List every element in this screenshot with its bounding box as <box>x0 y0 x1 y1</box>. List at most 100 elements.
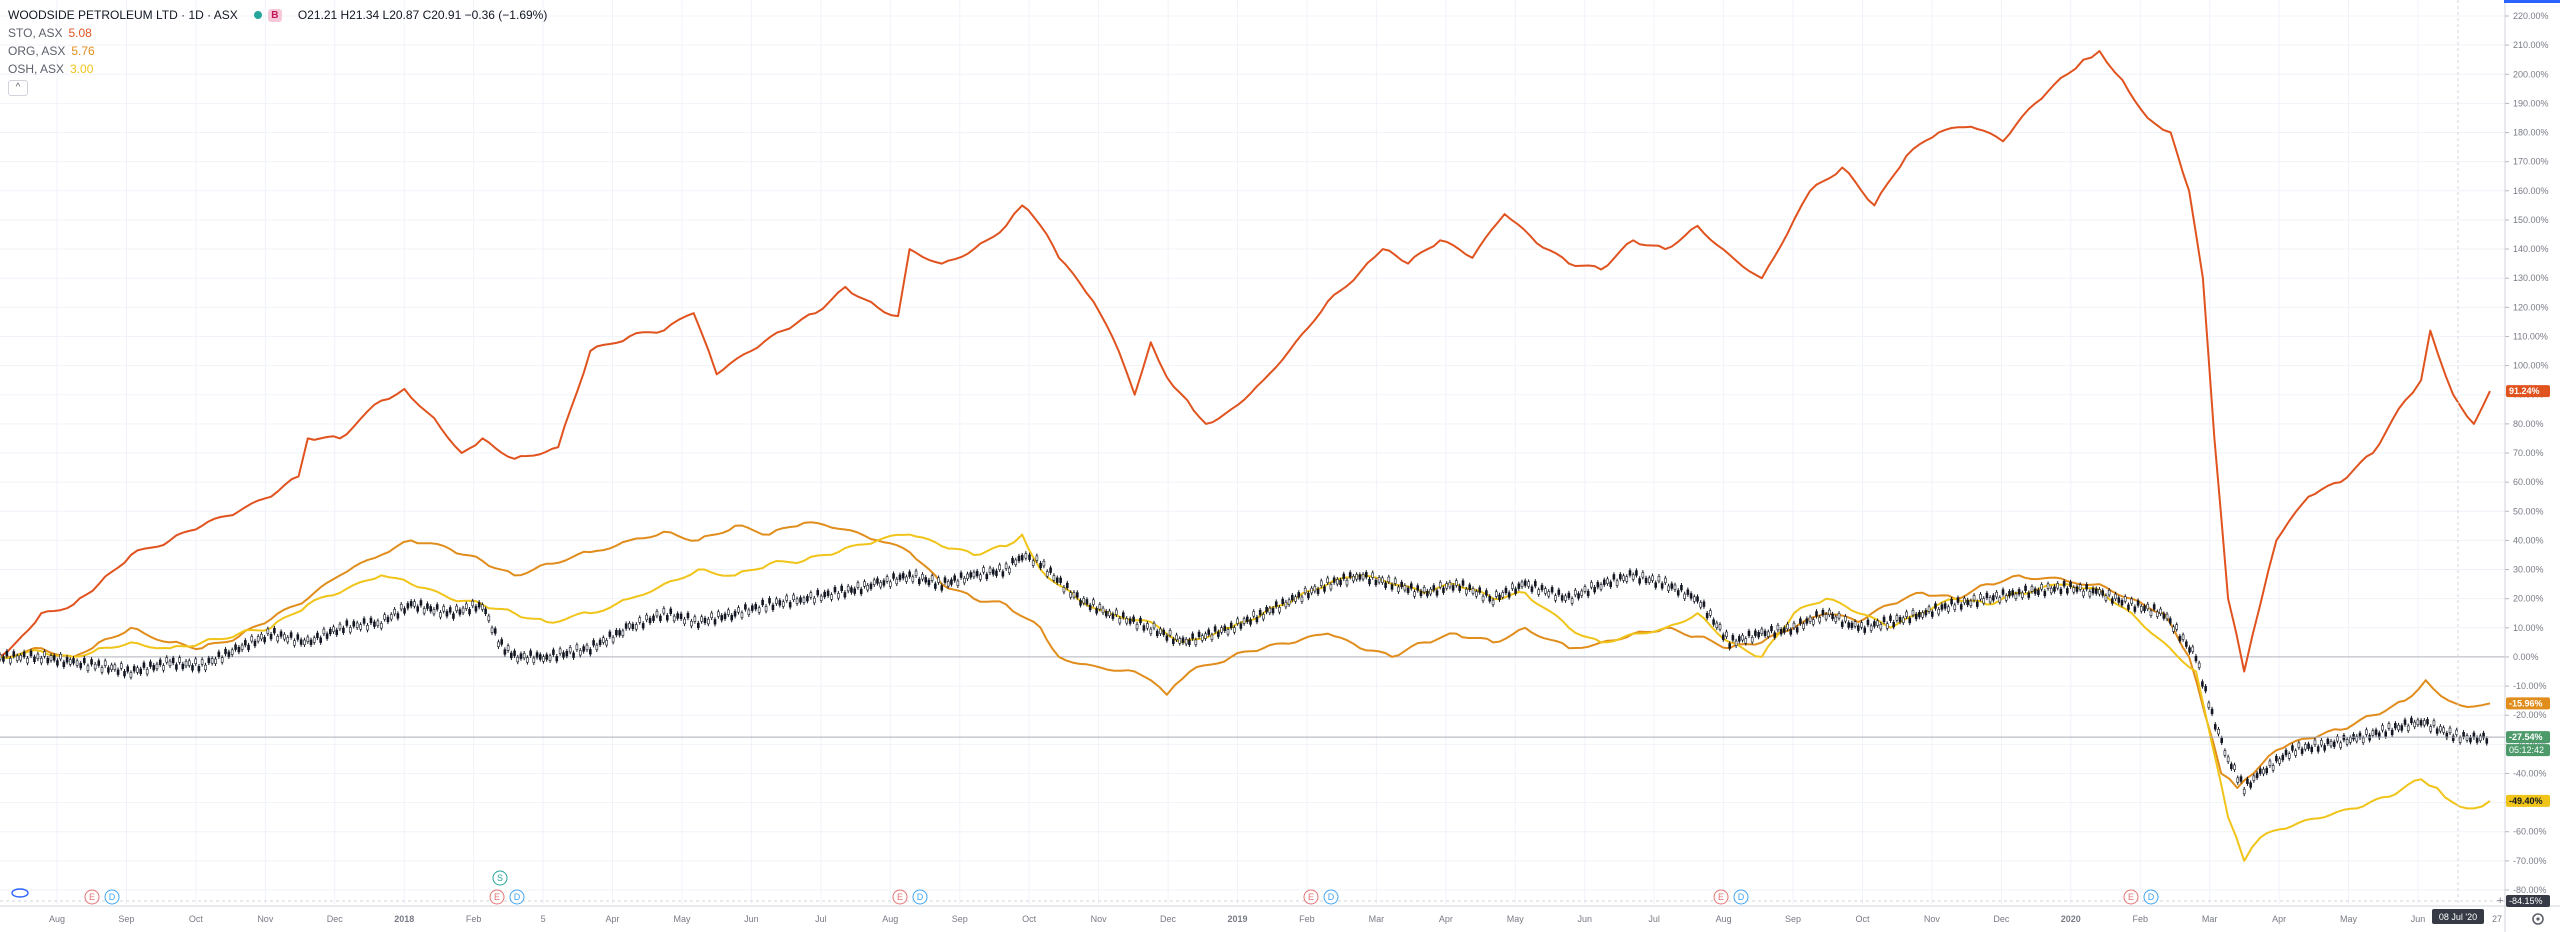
main-symbol-title[interactable]: WOODSIDE PETROLEUM LTD · 1D · ASX <box>8 8 238 22</box>
candle-body <box>1574 589 1577 596</box>
candle-body <box>555 656 559 662</box>
x-tick-label: Jul <box>815 914 827 924</box>
event-marker[interactable]: E <box>84 889 100 905</box>
event-marker[interactable]: E <box>1713 889 1729 905</box>
candle-body <box>1747 630 1751 637</box>
legend-collapse-button[interactable]: ^ <box>8 80 28 96</box>
split-marker-letter: S <box>497 873 503 883</box>
gear-icon[interactable] <box>2532 913 2544 925</box>
event-marker[interactable]: E <box>1303 889 1319 905</box>
candle-body <box>237 646 241 653</box>
candle-body <box>1406 587 1410 593</box>
event-marker[interactable]: D <box>2143 889 2159 905</box>
candle-body <box>1252 611 1256 617</box>
candle-body <box>1461 580 1465 586</box>
candle-body <box>1564 595 1567 601</box>
candle-body <box>1686 589 1690 595</box>
candle-body <box>2146 603 2150 610</box>
candle-body <box>2323 745 2326 751</box>
candle-body <box>1940 604 1944 610</box>
compare-symbol-row[interactable]: OSH, ASX 3.00 <box>8 60 547 78</box>
candle-body <box>1963 597 1966 604</box>
candle-body <box>750 605 754 611</box>
candle-body <box>1332 577 1336 583</box>
event-marker[interactable]: E <box>489 889 505 905</box>
x-tick-label: 2018 <box>394 914 414 924</box>
candle-body <box>1956 597 1960 603</box>
candle-body <box>1017 555 1021 562</box>
series-line-0 <box>0 50 2491 673</box>
x-tick-label: Sep <box>118 914 134 924</box>
candle-body <box>2361 737 2365 743</box>
candle-body <box>2294 750 2297 756</box>
event-marker[interactable]: D <box>1323 889 1339 905</box>
candle-body <box>1239 623 1243 629</box>
event-marker[interactable]: D <box>104 889 120 905</box>
candle-body <box>575 644 579 650</box>
candle-body <box>175 664 178 670</box>
candle-body <box>1139 617 1142 624</box>
candle-body <box>152 665 156 671</box>
candle-body <box>679 613 683 619</box>
candle-body <box>669 608 673 614</box>
event-marker[interactable]: E <box>892 889 908 905</box>
candle-body <box>611 637 615 643</box>
split-marker[interactable]: S <box>492 870 508 886</box>
candle-body <box>969 572 973 578</box>
candle-body <box>535 652 539 658</box>
y-tick-label: 190.00% <box>2513 98 2549 108</box>
candle-body <box>513 650 516 656</box>
candle-body <box>1728 643 1731 649</box>
candle-body <box>2168 618 2172 624</box>
candle-body <box>1754 630 1757 636</box>
candle-body <box>595 644 599 651</box>
candle-body <box>1001 571 1005 577</box>
candle-body <box>1384 582 1387 588</box>
compare-symbol-row[interactable]: STO, ASX 5.08 <box>8 24 547 42</box>
candle-body <box>168 660 172 667</box>
candle-body <box>578 650 582 656</box>
candle-body <box>2310 746 2314 753</box>
candle-body <box>481 604 484 610</box>
event-marker[interactable]: E <box>2123 889 2139 905</box>
candle-body <box>2233 764 2236 770</box>
candle-body <box>1028 554 1031 560</box>
candle-body <box>269 633 273 640</box>
candle-body <box>2136 600 2140 606</box>
candle-body <box>319 637 322 643</box>
candle-body <box>2062 581 2066 587</box>
x-tick-label: Aug <box>49 914 65 924</box>
y-tick-label: 110.00% <box>2513 331 2548 341</box>
candle-body <box>1988 597 1992 603</box>
candle-body <box>1085 599 1089 605</box>
candle-body <box>2268 760 2272 766</box>
plus-icon[interactable]: + <box>2497 895 2503 907</box>
compare-symbol-row[interactable]: ORG, ASX 5.76 <box>8 42 547 60</box>
candle-body <box>1125 618 1129 624</box>
cloud-icon[interactable] <box>11 888 29 898</box>
candle-body <box>1339 579 1342 586</box>
candle-body <box>2451 735 2455 741</box>
candle-body <box>484 608 487 614</box>
candle-body <box>165 657 169 663</box>
candle-body <box>1750 637 1754 643</box>
candle-body <box>187 660 191 666</box>
candle-body <box>1741 635 1744 641</box>
candle-body <box>369 617 373 624</box>
candle-body <box>905 576 908 582</box>
candle-body <box>785 595 789 601</box>
main-symbol-row[interactable]: WOODSIDE PETROLEUM LTD · 1D · ASX B O21.… <box>8 6 547 24</box>
candle-body <box>1850 622 1854 629</box>
candle-body <box>1488 596 1492 602</box>
event-marker[interactable]: D <box>912 889 928 905</box>
candle-body <box>914 570 918 576</box>
candle-body <box>1095 608 1098 614</box>
event-marker-circle <box>84 889 100 905</box>
event-marker[interactable]: D <box>1733 889 1749 905</box>
event-marker[interactable]: D <box>509 889 525 905</box>
candle-body <box>1501 592 1505 598</box>
candle-body <box>1924 610 1928 616</box>
badge-icon[interactable]: B <box>267 8 282 22</box>
